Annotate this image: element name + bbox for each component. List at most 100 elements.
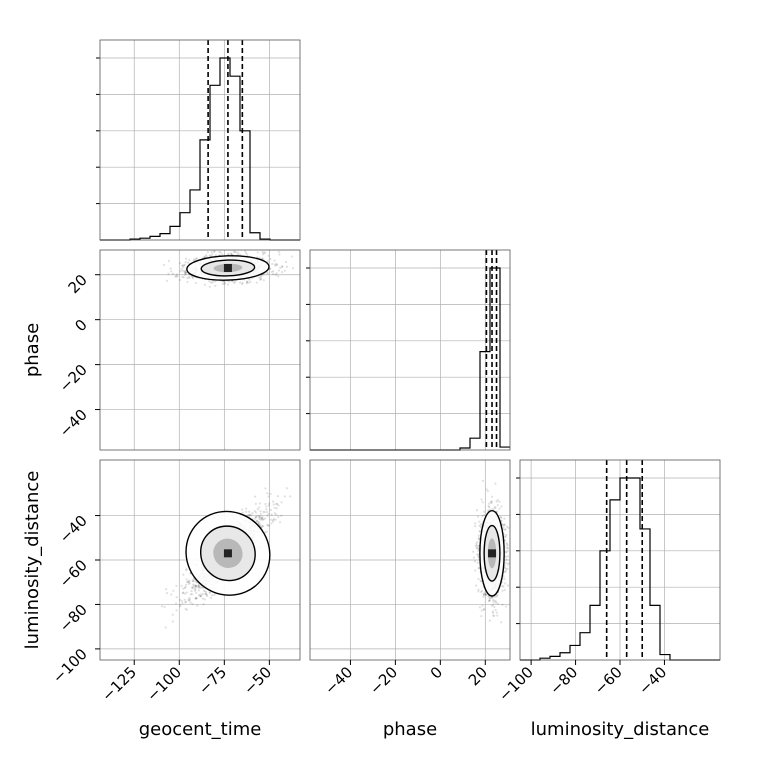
scatter-geocent-time-vs-luminosity-distance-sample	[258, 517, 261, 520]
scatter-phase-vs-luminosity-distance-sample	[473, 560, 477, 563]
scatter-geocent-time-vs-phase-sample	[167, 259, 170, 262]
scatter-geocent-time-vs-phase-sample	[246, 280, 249, 283]
scatter-geocent-time-vs-luminosity-distance-sample	[197, 586, 201, 589]
scatter-geocent-time-vs-luminosity-distance-sample	[187, 598, 190, 601]
scatter-geocent-time-vs-phase-sample	[180, 268, 183, 271]
scatter-geocent-time-vs-phase-sample	[263, 251, 267, 254]
scatter-geocent-time-vs-luminosity-distance-sample	[194, 589, 197, 592]
scatter-phase-vs-luminosity-distance-sample	[485, 488, 488, 491]
scatter-geocent-time-vs-luminosity-distance-sample	[194, 588, 197, 591]
scatter-geocent-time-vs-luminosity-distance-sample	[201, 597, 205, 600]
hist-luminosity-distance-bin-10	[620, 478, 630, 660]
scatter-geocent-time-vs-phase-sample	[211, 253, 214, 256]
scatter-phase-vs-luminosity-distance-border	[309, 459, 511, 661]
scatter-geocent-time-vs-luminosity-distance-sample	[261, 517, 264, 520]
scatter-geocent-time-vs-luminosity-distance-sample	[196, 604, 199, 607]
scatter-geocent-time-vs-luminosity-distance	[99, 459, 301, 661]
hist-phase	[306, 249, 511, 451]
scatter-geocent-time-vs-luminosity-distance-sample	[248, 514, 251, 517]
scatter-geocent-time-vs-luminosity-distance-sample	[180, 584, 183, 587]
scatter-phase-vs-luminosity-distance-sample	[494, 506, 497, 509]
scatter-geocent-time-vs-phase-sample	[191, 276, 195, 280]
scatter-geocent-time-vs-luminosity-distance-sample	[160, 605, 164, 608]
scatter-phase-vs-luminosity-distance-sample	[505, 605, 508, 608]
scatter-geocent-time-vs-phase-sample	[170, 270, 173, 273]
scatter-geocent-time-vs-phase-sample	[235, 251, 238, 254]
scatter-geocent-time-vs-luminosity-distance-sample	[188, 581, 191, 584]
scatter-geocent-time-vs-phase-sample	[183, 263, 186, 266]
scatter-phase-vs-luminosity-distance-sample	[488, 619, 491, 622]
scatter-geocent-time-vs-luminosity-distance-sample	[189, 593, 192, 596]
scatter-phase-vs-luminosity-distance-sample	[506, 547, 510, 550]
scatter-geocent-time-vs-phase-sample	[227, 252, 230, 255]
scatter-geocent-time-vs-luminosity-distance-sample	[183, 598, 186, 601]
ytick-label-phase-1: −20	[56, 361, 91, 396]
scatter-geocent-time-vs-phase-sample	[203, 255, 206, 258]
scatter-geocent-time-vs-luminosity-distance-sample	[269, 518, 273, 521]
y-axis-label-luminosity-distance: luminosity_distance	[22, 471, 43, 650]
scatter-phase-vs-luminosity-distance-sample	[477, 566, 480, 570]
scatter-geocent-time-vs-luminosity-distance-sample	[191, 579, 194, 582]
scatter-geocent-time-vs-phase-sample	[183, 271, 186, 274]
scatter-geocent-time-vs-luminosity-distance-sample	[267, 495, 270, 498]
scatter-geocent-time-vs-luminosity-distance-sample	[191, 593, 194, 596]
scatter-geocent-time-vs-phase-sample	[266, 259, 270, 263]
scatter-geocent-time-vs-luminosity-distance-sample	[199, 586, 203, 589]
scatter-geocent-time-vs-luminosity-distance-sample	[261, 515, 264, 519]
scatter-geocent-time-vs-luminosity-distance-sample	[261, 525, 264, 528]
hist-phase-bin-19	[500, 447, 510, 450]
scatter-phase-vs-luminosity-distance-sample	[481, 514, 484, 518]
scatter-geocent-time-vs-luminosity-distance-sample	[256, 514, 259, 517]
scatter-geocent-time-vs-luminosity-distance-sample	[195, 597, 198, 600]
scatter-geocent-time-vs-luminosity-distance-sample	[163, 605, 166, 608]
scatter-geocent-time-vs-luminosity-distance-sample	[257, 521, 260, 524]
scatter-phase-vs-luminosity-distance-sample	[487, 595, 490, 598]
scatter-geocent-time-vs-luminosity-distance-sample	[195, 591, 198, 594]
scatter-phase-vs-luminosity-distance-sample	[498, 500, 501, 503]
scatter-geocent-time-vs-luminosity-distance-sample	[260, 517, 263, 520]
scatter-geocent-time-vs-phase-sample	[274, 263, 277, 266]
scatter-geocent-time-vs-luminosity-distance-sample	[244, 510, 248, 513]
hist-luminosity-distance-bin-4	[560, 653, 570, 660]
scatter-geocent-time-vs-phase-sample	[206, 251, 209, 254]
hist-geocent-time-bin-14	[240, 131, 250, 240]
scatter-geocent-time-vs-luminosity-distance-sample	[270, 513, 273, 516]
scatter-geocent-time-vs-phase-sample	[262, 257, 265, 261]
scatter-phase-vs-luminosity-distance-sample	[475, 584, 478, 587]
scatter-geocent-time-vs-luminosity-distance-sample	[253, 510, 256, 513]
scatter-geocent-time-vs-luminosity-distance-sample	[191, 602, 194, 606]
scatter-geocent-time-vs-luminosity-distance-sample	[272, 519, 275, 522]
scatter-geocent-time-vs-luminosity-distance-sample	[200, 593, 203, 596]
scatter-geocent-time-vs-luminosity-distance-sample	[210, 594, 214, 597]
scatter-phase-vs-luminosity-distance-sample	[477, 553, 480, 557]
scatter-geocent-time-vs-phase-sample	[255, 281, 258, 284]
scatter-geocent-time-vs-phase-sample	[279, 266, 282, 269]
scatter-phase-vs-luminosity-distance-sample	[488, 502, 491, 505]
hist-geocent-time-bin-8	[180, 213, 190, 240]
scatter-phase-vs-luminosity-distance-sample	[503, 588, 506, 592]
scatter-geocent-time-vs-luminosity-distance-sample	[275, 502, 278, 506]
scatter-geocent-time-vs-phase-sample	[182, 276, 185, 279]
scatter-geocent-time-vs-luminosity-distance-sample	[265, 510, 269, 514]
scatter-geocent-time-vs-phase-sample	[244, 250, 247, 253]
scatter-geocent-time-vs-phase-sample	[208, 254, 211, 257]
scatter-phase-vs-luminosity-distance-sample	[493, 605, 496, 609]
scatter-geocent-time-vs-luminosity-distance-sample	[264, 487, 267, 490]
scatter-phase-vs-luminosity-distance-sample	[488, 599, 491, 602]
scatter-geocent-time-vs-phase-sample	[195, 257, 199, 260]
scatter-phase-vs-luminosity-distance-sample	[479, 525, 483, 529]
scatter-phase-vs-luminosity-distance-sample	[488, 597, 491, 600]
scatter-geocent-time-vs-luminosity-distance-sample	[265, 530, 268, 533]
scatter-geocent-time-vs-phase-sample	[228, 280, 231, 283]
scatter-phase-vs-luminosity-distance-sample	[504, 571, 507, 574]
scatter-phase-vs-luminosity-distance-sample	[483, 591, 486, 594]
scatter-geocent-time-vs-phase-sample	[221, 253, 224, 256]
scatter-geocent-time-vs-phase-sample	[184, 272, 187, 275]
scatter-geocent-time-vs-luminosity-distance-sample	[171, 613, 174, 616]
scatter-geocent-time-vs-phase-sample	[274, 264, 277, 267]
scatter-geocent-time-vs-phase-sample	[186, 276, 189, 280]
scatter-geocent-time-vs-luminosity-distance-sample	[199, 595, 203, 598]
scatter-geocent-time-vs-luminosity-distance-sample	[210, 596, 213, 600]
scatter-phase-vs-luminosity-distance-sample	[506, 549, 509, 552]
scatter-geocent-time-vs-phase-sample	[274, 273, 277, 276]
